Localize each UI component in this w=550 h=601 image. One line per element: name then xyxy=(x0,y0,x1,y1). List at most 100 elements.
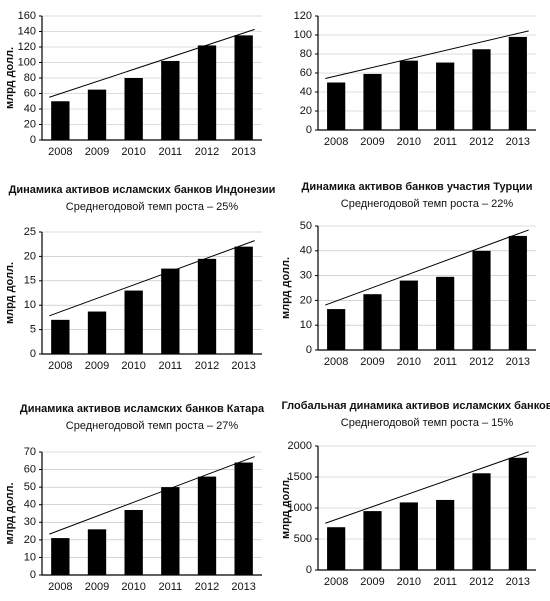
x-tick-label: 2009 xyxy=(360,576,384,588)
x-tick-label: 2008 xyxy=(48,146,72,158)
x-tick-label: 2013 xyxy=(506,136,530,148)
bar xyxy=(472,49,491,130)
x-tick-label: 2013 xyxy=(231,360,255,372)
x-tick-label: 2010 xyxy=(121,581,145,593)
x-tick-label: 2009 xyxy=(85,360,109,372)
bar xyxy=(51,538,70,575)
x-tick-label: 2010 xyxy=(397,356,421,368)
bar xyxy=(87,529,107,575)
y-tick-label: 0 xyxy=(306,344,312,356)
bar xyxy=(436,276,455,350)
bar xyxy=(436,62,455,130)
bar xyxy=(87,89,107,140)
bar xyxy=(472,473,491,570)
bar xyxy=(363,511,382,570)
y-axis-label: млрд долл. xyxy=(280,477,292,539)
trend-line xyxy=(325,229,529,306)
bar xyxy=(508,36,527,130)
bar xyxy=(51,101,70,140)
bar xyxy=(161,487,180,575)
y-tick-label: 15 xyxy=(24,275,36,287)
trend-line xyxy=(49,28,255,98)
y-tick-label: 0 xyxy=(30,348,36,360)
x-tick-label: 2013 xyxy=(231,581,255,593)
y-tick-label: 120 xyxy=(294,10,312,22)
bar xyxy=(51,319,70,354)
chart-subtitle: Среднегодовой темп роста – 22% xyxy=(341,198,514,210)
y-tick-label: 20 xyxy=(24,534,36,546)
y-tick-label: 1500 xyxy=(288,471,312,483)
y-axis-label: млрд долл. xyxy=(4,47,16,109)
bar xyxy=(399,280,418,350)
x-tick-label: 2009 xyxy=(85,581,109,593)
bar xyxy=(436,499,455,570)
y-tick-label: 5 xyxy=(30,324,36,336)
x-tick-label: 2009 xyxy=(85,146,109,158)
y-tick-label: 140 xyxy=(18,25,36,37)
bar xyxy=(87,311,107,354)
bar xyxy=(234,246,253,354)
chart-title: Динамика активов исламских банков Индоне… xyxy=(9,184,276,196)
y-tick-label: 50 xyxy=(24,481,36,493)
y-tick-label: 0 xyxy=(30,569,36,581)
x-tick-label: 2011 xyxy=(159,360,183,372)
chart-subtitle: Среднегодовой темп роста – 25% xyxy=(66,201,239,213)
bar xyxy=(197,476,217,575)
bar xyxy=(124,78,143,140)
chart-title: Динамика активов исламских банков Катара xyxy=(20,403,265,415)
bar xyxy=(327,309,346,350)
y-tick-label: 50 xyxy=(300,220,312,232)
x-tick-label: 2010 xyxy=(397,136,421,148)
y-tick-label: 30 xyxy=(300,270,312,282)
y-tick-label: 40 xyxy=(24,103,36,115)
bar xyxy=(472,250,491,350)
bar xyxy=(234,35,253,140)
bar xyxy=(234,462,253,575)
x-tick-label: 2008 xyxy=(324,136,348,148)
y-tick-label: 100 xyxy=(294,29,312,41)
bar xyxy=(363,294,382,350)
x-tick-label: 2011 xyxy=(433,576,457,588)
bar xyxy=(363,73,382,130)
y-tick-label: 40 xyxy=(24,499,36,511)
x-tick-label: 2012 xyxy=(195,360,219,372)
y-tick-label: 70 xyxy=(24,446,36,458)
x-tick-label: 2010 xyxy=(397,576,421,588)
x-tick-label: 2009 xyxy=(360,356,384,368)
y-tick-label: 2000 xyxy=(288,440,312,452)
bar xyxy=(327,527,346,570)
x-tick-label: 2012 xyxy=(469,136,493,148)
x-tick-label: 2013 xyxy=(231,146,255,158)
x-tick-label: 2013 xyxy=(506,356,530,368)
chart-title: Динамика активов банков участия Турции xyxy=(302,181,533,193)
y-tick-label: 60 xyxy=(300,67,312,79)
y-tick-label: 0 xyxy=(306,124,312,136)
y-tick-label: 10 xyxy=(300,319,312,331)
y-tick-label: 60 xyxy=(24,463,36,475)
x-tick-label: 2008 xyxy=(48,360,72,372)
x-tick-label: 2012 xyxy=(195,146,219,158)
bar xyxy=(197,258,217,354)
trend-line xyxy=(325,451,529,524)
x-tick-label: 2011 xyxy=(159,146,183,158)
y-tick-label: 20 xyxy=(300,294,312,306)
chart-title: Глобальная динамика активов исламских ба… xyxy=(281,400,550,412)
y-tick-label: 20 xyxy=(300,105,312,117)
x-tick-label: 2011 xyxy=(433,136,457,148)
chart-subtitle: Среднегодовой темп роста – 27% xyxy=(66,420,239,432)
x-tick-label: 2010 xyxy=(121,146,145,158)
x-tick-label: 2012 xyxy=(195,581,219,593)
y-tick-label: 80 xyxy=(300,48,312,60)
y-tick-label: 1000 xyxy=(288,502,312,514)
y-tick-label: 20 xyxy=(24,250,36,262)
bar xyxy=(508,235,527,350)
bar xyxy=(399,502,418,570)
y-tick-label: 30 xyxy=(24,516,36,528)
chart-subtitle: Среднегодовой темп роста – 15% xyxy=(341,417,514,429)
x-tick-label: 2012 xyxy=(469,356,493,368)
y-tick-label: 25 xyxy=(24,226,36,238)
y-tick-label: 60 xyxy=(24,87,36,99)
y-tick-label: 0 xyxy=(30,134,36,146)
bar xyxy=(197,45,217,141)
bar xyxy=(508,457,527,570)
